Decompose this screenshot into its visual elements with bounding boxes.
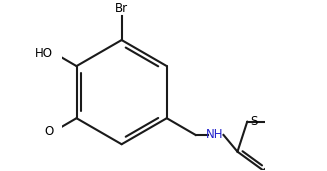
Text: HO: HO <box>35 47 53 60</box>
Text: O: O <box>44 125 54 138</box>
Text: S: S <box>250 115 258 128</box>
Text: NH: NH <box>205 128 223 141</box>
Text: Br: Br <box>115 2 128 15</box>
